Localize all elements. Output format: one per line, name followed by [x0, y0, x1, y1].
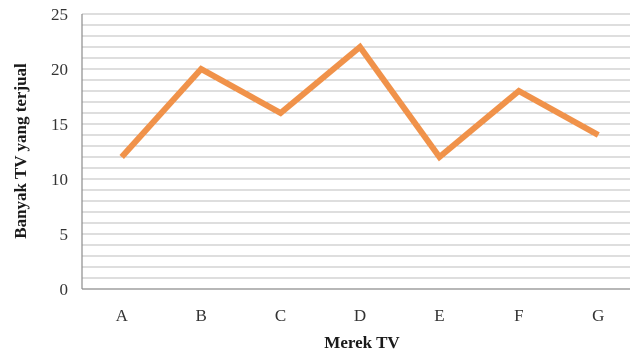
x-axis-label: Merek TV: [324, 333, 400, 352]
y-tick-label: 15: [51, 115, 68, 134]
x-tick-label: D: [354, 306, 366, 325]
x-tick-label: A: [116, 306, 129, 325]
y-tick-label: 10: [51, 170, 68, 189]
x-tick-labels: A B C D E F G: [116, 306, 605, 325]
x-tick-label: B: [195, 306, 206, 325]
series-line: [119, 42, 600, 162]
x-tick-label: F: [514, 306, 523, 325]
y-tick-label: 0: [60, 280, 69, 299]
gridlines: [82, 13, 630, 279]
y-axis-label: Banyak TV yang terjual: [11, 63, 30, 239]
y-tick-labels: 0 5 10 15 20 25: [51, 5, 68, 299]
y-tick-label: 5: [60, 225, 69, 244]
y-tick-label: 20: [51, 60, 68, 79]
x-tick-label: E: [434, 306, 444, 325]
x-tick-label: C: [275, 306, 286, 325]
y-tick-label: 25: [51, 5, 68, 24]
x-tick-label: G: [592, 306, 604, 325]
